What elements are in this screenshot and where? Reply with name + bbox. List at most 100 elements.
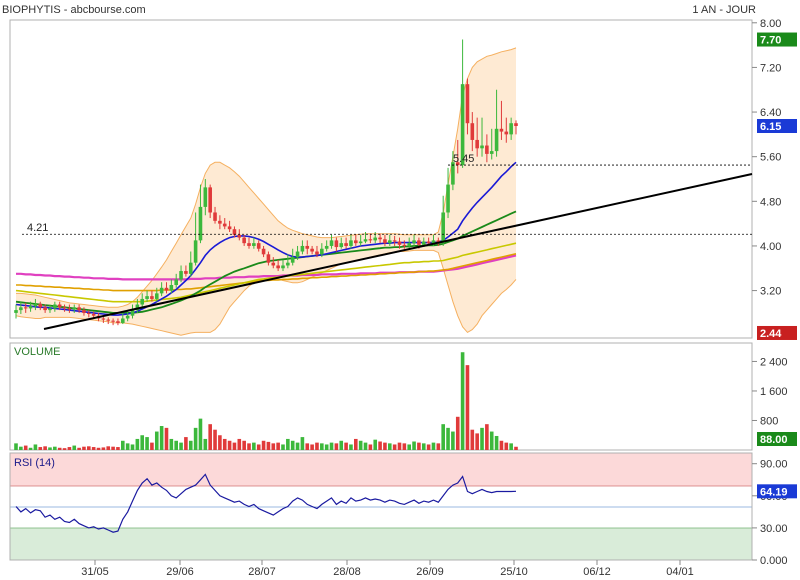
volume-bar (431, 442, 436, 450)
candle-body (67, 308, 72, 310)
volume-bar (62, 448, 67, 450)
candle-body (213, 212, 217, 221)
candle-body (310, 248, 314, 252)
volume-bar (320, 443, 324, 450)
volume-bar (208, 424, 212, 450)
candle-body (378, 237, 382, 240)
candle-body (125, 315, 130, 319)
volume-bar (344, 442, 348, 450)
volume-bar (38, 447, 43, 450)
candle-body (135, 304, 140, 311)
candle-body (193, 240, 198, 263)
period-label: 1 AN - JOUR (692, 4, 756, 16)
volume-bar (87, 446, 91, 450)
volume-bar (154, 431, 159, 450)
volume-tick-label: 800 (760, 415, 778, 427)
low-value-badge-bg (757, 325, 797, 340)
candle-body (261, 248, 266, 255)
volume-bar (504, 442, 509, 450)
volume-bar (310, 444, 314, 450)
volume-bar (339, 440, 344, 450)
volume-bar (218, 435, 222, 450)
candle-body (446, 184, 450, 213)
candle-body (412, 240, 416, 244)
volume-bar (130, 444, 135, 450)
candle-body (417, 240, 421, 245)
level-label: 5.45 (453, 153, 474, 165)
rsi-last-badge-bg (757, 484, 797, 499)
volume-bar (53, 446, 57, 450)
candle-body (451, 162, 455, 185)
candle-body (62, 307, 67, 309)
volume-bar (383, 442, 387, 450)
price-tick-label: 4.80 (760, 196, 781, 208)
volume-bar (188, 440, 193, 450)
candle-body (295, 251, 300, 258)
candle-body (91, 314, 96, 316)
candle-body (276, 265, 280, 269)
candle-body (480, 145, 484, 149)
volume-bar (242, 440, 246, 450)
candle-body (232, 229, 237, 235)
volume-bar (91, 447, 96, 450)
candle-body (164, 287, 169, 291)
volume-bar (465, 365, 470, 450)
candle-body (23, 307, 28, 309)
rsi-tick-label: 0.000 (760, 555, 788, 567)
candle-body (281, 265, 285, 269)
volume-bar (169, 438, 174, 450)
volume-bar (261, 440, 266, 450)
volume-bar (237, 438, 242, 450)
volume-bar (455, 416, 460, 450)
candle-body (247, 243, 251, 246)
candle-body (179, 271, 183, 280)
candle-body (106, 319, 111, 321)
candle-body (504, 131, 509, 135)
high-value-badge-bg (757, 32, 797, 47)
rsi-last-badge: 64.19 (760, 486, 788, 498)
volume-bar (387, 443, 392, 450)
candle-body (77, 307, 81, 311)
candle-body (19, 307, 23, 311)
volume-bar (222, 438, 227, 450)
volume-bar (19, 446, 23, 450)
candle-body (53, 304, 57, 309)
candle-body (392, 240, 397, 242)
candle-body (87, 312, 91, 315)
volume-bar (402, 443, 407, 450)
last-value-badge: 6.15 (760, 121, 781, 133)
volume-bar (397, 442, 402, 450)
candle-body (208, 187, 212, 213)
candle-body (111, 320, 115, 322)
volume-bar (334, 443, 339, 450)
volume-bar (480, 427, 484, 450)
volume-bar (193, 427, 198, 450)
candle-body (237, 234, 242, 238)
volume-bar (368, 444, 373, 450)
candle-body (455, 162, 460, 166)
candle-body (363, 239, 368, 242)
volume-bar (145, 437, 149, 450)
volume-bar (286, 438, 290, 450)
price-tick-label: 5.60 (760, 152, 781, 164)
candle-body (320, 248, 324, 255)
candle-body (431, 240, 436, 244)
volume-bar (436, 443, 441, 450)
volume-bar (324, 444, 329, 450)
x-tick-label: 06/12 (583, 566, 611, 578)
candle-body (354, 240, 358, 244)
candle-body (286, 262, 290, 266)
candle-body (494, 128, 499, 152)
candle-body (426, 241, 431, 244)
ma50-line (15, 210, 517, 314)
candle-body (460, 84, 465, 166)
volume-tick-label: 1 600 (760, 386, 788, 398)
candle-body (397, 241, 402, 245)
rsi-tick-label: 90.00 (760, 459, 788, 471)
volume-bar (43, 446, 47, 450)
volume-bar (96, 447, 101, 450)
candle-body (227, 226, 232, 230)
low-value-badge: 2.44 (760, 328, 782, 340)
candle-body (116, 321, 120, 323)
candle-body (271, 262, 276, 266)
